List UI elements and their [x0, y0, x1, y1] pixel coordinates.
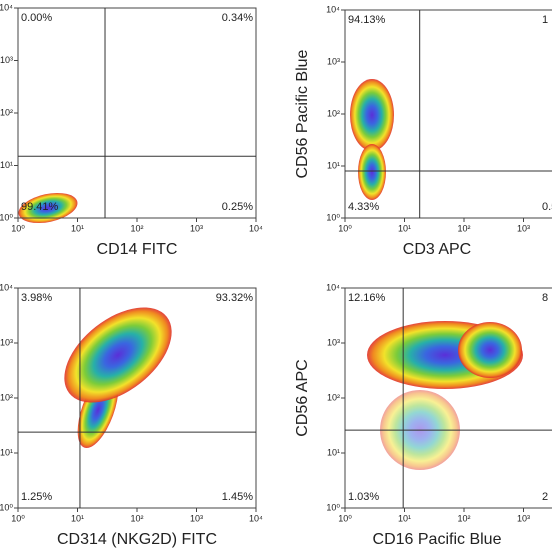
x-tick-label: 10⁰ — [11, 223, 25, 233]
density — [358, 144, 386, 200]
x-tick-label: 10² — [457, 223, 470, 233]
plot-frame — [344, 287, 552, 509]
y-tick-label: 10³ — [327, 56, 340, 66]
x-tick-label: 10⁰ — [338, 223, 352, 233]
quadrant-label: 99.41% — [21, 201, 59, 213]
quadrant-label: 1.25% — [21, 491, 52, 503]
y-tick-label: 10² — [327, 108, 340, 118]
quadrant-label: 93.32% — [216, 292, 254, 304]
quadrant-label: 0.34% — [222, 12, 253, 24]
quadrant-label: 0.00% — [21, 12, 52, 24]
y-tick-label: 10¹ — [0, 160, 13, 170]
x-axis-label: CD14 FITC — [97, 241, 178, 258]
x-axis-label: CD314 (NKG2D) FITC — [57, 531, 217, 548]
y-tick-label: 10⁴ — [326, 282, 340, 292]
y-tick-label: 10⁰ — [0, 502, 13, 512]
density — [64, 307, 172, 403]
x-tick-label: 10³ — [190, 513, 203, 523]
y-tick-label: 10⁴ — [326, 4, 340, 14]
y-tick-label: 10³ — [327, 337, 340, 347]
x-tick-label: 10¹ — [71, 223, 84, 233]
x-axis-label: CD16 Pacific Blue — [373, 531, 502, 548]
x-axis-label: CD3 APC — [403, 241, 471, 258]
y-axis-label: CD56 Pacific Blue — [294, 49, 311, 178]
density — [18, 192, 78, 224]
density — [458, 322, 522, 378]
quadrant-label: 0.25% — [222, 201, 253, 213]
plot-frame — [17, 7, 257, 219]
y-tick-label: 10⁴ — [0, 282, 13, 292]
y-tick-label: 10³ — [0, 337, 13, 347]
y-tick-label: 10⁰ — [326, 212, 340, 222]
x-tick-label: 10² — [130, 223, 143, 233]
x-tick-label: 10¹ — [71, 513, 84, 523]
y-tick-label: 10⁰ — [326, 502, 340, 512]
y-tick-label: 10⁰ — [0, 212, 13, 222]
quadrant-label: 1.03% — [348, 491, 379, 503]
density-blobs — [18, 79, 523, 470]
quadrant-label: 8 — [542, 292, 548, 304]
x-tick-label: 10⁴ — [249, 513, 263, 523]
x-tick-label: 10⁰ — [11, 513, 25, 523]
y-tick-label: 10³ — [0, 55, 13, 65]
quadrant-label: 4.33% — [348, 201, 379, 213]
y-tick-label: 10¹ — [327, 160, 340, 170]
quadrant-label: 94.13% — [348, 14, 386, 26]
x-tick-label: 10³ — [190, 223, 203, 233]
x-tick-label: 10³ — [517, 513, 530, 523]
y-tick-label: 10¹ — [0, 447, 13, 457]
y-tick-label: 10² — [0, 107, 13, 117]
y-tick-label: 10¹ — [327, 447, 340, 457]
x-tick-label: 10¹ — [398, 513, 411, 523]
y-axis-label: CD56 APC — [294, 359, 311, 436]
quadrant-label: 2 — [542, 491, 548, 503]
x-tick-label: 10⁴ — [249, 223, 263, 233]
quadrant-label: 12.16% — [348, 292, 386, 304]
y-tick-label: 10² — [327, 392, 340, 402]
x-tick-label: 10³ — [517, 223, 530, 233]
y-tick-label: 10² — [0, 392, 13, 402]
x-tick-label: 10⁰ — [338, 513, 352, 523]
quadrant-label: 1 — [542, 14, 548, 26]
quadrant-label: 1.45% — [222, 491, 253, 503]
density — [350, 79, 394, 151]
x-tick-label: 10¹ — [398, 223, 411, 233]
quadrant-label: 3.98% — [21, 292, 52, 304]
quadrant-label: 0.5 — [542, 201, 552, 213]
y-tick-label: 10⁴ — [0, 2, 13, 12]
x-tick-label: 10² — [130, 513, 143, 523]
x-tick-label: 10² — [457, 513, 470, 523]
